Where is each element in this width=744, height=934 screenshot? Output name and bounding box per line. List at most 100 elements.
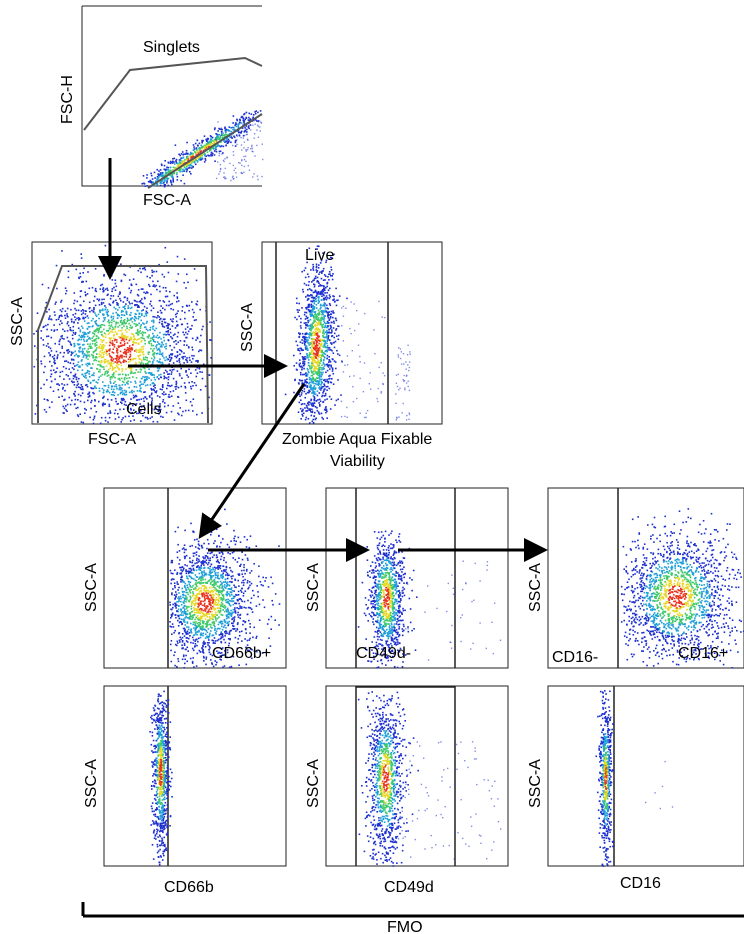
event-dot <box>119 345 121 347</box>
event-dot <box>119 392 122 395</box>
event-dot <box>178 357 181 360</box>
event-dot <box>311 371 313 374</box>
event-dot <box>88 355 91 358</box>
event-dot <box>185 170 188 173</box>
event-dot <box>139 299 142 302</box>
event-dot <box>124 305 126 307</box>
event-dot <box>185 153 187 155</box>
event-dot <box>157 361 160 363</box>
event-dot <box>306 306 308 309</box>
event-dot <box>150 305 153 307</box>
event-dot <box>88 301 91 304</box>
event-dot <box>146 320 148 323</box>
event-dot <box>164 179 166 181</box>
event-dot <box>341 325 343 327</box>
event-dot <box>67 361 69 364</box>
event-dot <box>196 144 199 147</box>
event-dot <box>133 336 135 338</box>
event-dot <box>169 360 171 362</box>
event-dot <box>132 341 135 344</box>
event-dot <box>191 544 193 547</box>
event-dot <box>300 418 302 420</box>
event-dot <box>159 318 161 321</box>
event-dot <box>88 394 91 397</box>
event-dot <box>321 272 323 274</box>
event-dot <box>89 375 91 378</box>
event-dot <box>332 295 334 297</box>
event-dot <box>106 389 109 391</box>
event-dot <box>320 372 323 374</box>
event-dot <box>137 304 140 307</box>
event-dot <box>178 563 180 565</box>
event-dot <box>123 314 126 317</box>
event-dot <box>143 404 145 407</box>
event-dot <box>175 160 177 162</box>
event-dot <box>134 316 137 318</box>
event-dot <box>72 358 75 361</box>
event-dot <box>182 331 184 334</box>
event-dot <box>93 333 96 336</box>
event-dot <box>41 283 44 286</box>
event-dot <box>89 343 91 345</box>
event-dot <box>172 158 174 160</box>
event-dot <box>332 352 335 354</box>
event-dot <box>111 319 113 321</box>
event-dot <box>220 576 222 578</box>
event-dot <box>156 168 158 171</box>
event-dot <box>225 140 227 143</box>
event-dot <box>314 387 317 389</box>
event-dot <box>84 333 86 335</box>
event-dot <box>150 401 153 403</box>
event-dot <box>207 144 209 147</box>
event-dot <box>186 156 188 158</box>
event-dot <box>303 367 305 370</box>
event-dot <box>221 131 223 133</box>
event-dot <box>318 342 320 345</box>
event-dot <box>113 388 115 391</box>
event-dot <box>318 413 321 415</box>
event-dot <box>323 333 325 335</box>
event-dot <box>326 365 329 367</box>
event-dot <box>62 355 65 358</box>
event-dot <box>165 330 168 333</box>
event-dot <box>159 396 161 398</box>
event-dot <box>117 358 120 361</box>
event-dot <box>74 318 77 321</box>
event-dot <box>173 594 176 596</box>
event-dot <box>304 348 307 350</box>
event-dot <box>243 606 245 609</box>
event-dot <box>104 351 106 353</box>
event-dot <box>219 652 221 654</box>
event-dot <box>319 304 322 307</box>
event-dot <box>192 357 194 360</box>
event-dot <box>170 640 173 642</box>
event-dot <box>203 640 205 643</box>
event-dot <box>117 394 119 396</box>
event-dot <box>408 361 411 363</box>
event-dot <box>243 155 245 158</box>
event-dot <box>294 378 296 381</box>
event-dot <box>310 414 313 417</box>
event-dot <box>310 323 312 326</box>
event-dot <box>199 603 201 605</box>
event-dot <box>185 287 187 289</box>
event-dot <box>308 391 310 393</box>
event-dot <box>115 311 117 314</box>
event-dot <box>224 581 226 584</box>
event-dot <box>130 398 132 400</box>
event-dot <box>321 298 323 301</box>
event-dot <box>125 404 127 406</box>
event-dot <box>210 144 212 147</box>
event-dot <box>325 408 328 411</box>
event-dot <box>302 358 305 361</box>
event-dot <box>172 166 175 169</box>
event-dot <box>64 360 66 363</box>
event-dot <box>185 149 188 152</box>
event-dot <box>95 359 98 362</box>
event-dot <box>302 415 304 417</box>
event-dot <box>92 379 94 382</box>
event-dot <box>130 336 132 339</box>
event-dot <box>257 591 259 593</box>
event-dot <box>73 302 75 305</box>
event-dot <box>175 383 177 386</box>
